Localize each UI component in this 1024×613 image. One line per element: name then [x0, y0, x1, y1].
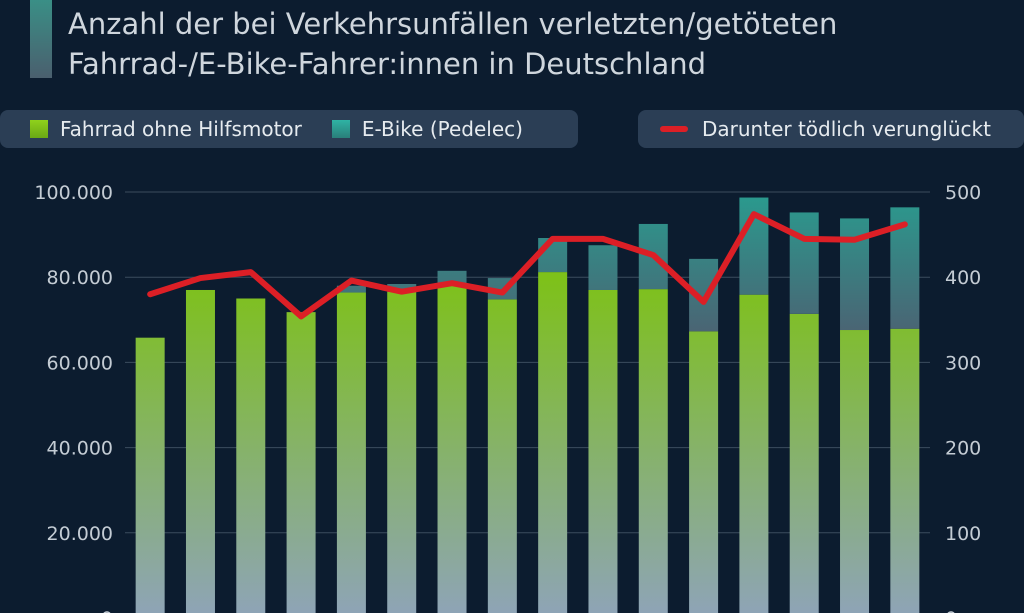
bar-ebike: [588, 245, 618, 290]
bar-bike: [387, 291, 417, 613]
bar-bike: [689, 331, 719, 613]
bar-ebike: [437, 270, 467, 284]
legend-label-bike: Fahrrad ohne Hilfsmotor: [60, 117, 302, 141]
bar-bike: [286, 312, 316, 613]
bar-bike: [135, 337, 165, 613]
y-tick-right: 0: [945, 608, 957, 613]
legend-item-bike: Fahrrad ohne Hilfsmotor: [30, 117, 302, 141]
y-tick-left: 60.000: [47, 352, 113, 374]
y-tick-left: 20.000: [47, 523, 113, 545]
y-tick-left: 40.000: [47, 438, 113, 460]
bar-bike: [739, 294, 769, 613]
bar-bike: [538, 272, 568, 613]
bars: [135, 197, 920, 613]
legend-bars: Fahrrad ohne Hilfsmotor E-Bike (Pedelec): [0, 110, 578, 148]
bar-bike: [638, 289, 668, 613]
y-tick-right: 100: [945, 523, 981, 545]
bar-bike: [890, 328, 920, 613]
chart-title-line-2: Fahrrad-/E-Bike-Fahrer:innen in Deutschl…: [68, 47, 707, 81]
y-tick-left: 80.000: [47, 267, 113, 289]
legend-label-fatal: Darunter tödlich verunglückt: [702, 117, 991, 141]
bar-bike: [185, 289, 215, 613]
y-tick-left: 0: [101, 608, 113, 613]
legend-swatch-ebike: [331, 120, 350, 138]
legend-item-fatal: Darunter tödlich verunglückt: [660, 117, 991, 141]
bar-ebike: [387, 284, 417, 292]
chart-title-line-1: Anzahl der bei Verkehrsunfällen verletzt…: [68, 7, 838, 41]
y-tick-right: 400: [945, 267, 981, 289]
bar-ebike: [789, 212, 819, 314]
bar-ebike: [538, 238, 568, 273]
y-tick-right: 200: [945, 438, 981, 460]
legend-swatch-fatal: [660, 126, 688, 132]
title-accent-bar: [30, 0, 52, 78]
chart-title: Anzahl der bei Verkehrsunfällen verletzt…: [68, 4, 1008, 84]
legend-line: Darunter tödlich verunglückt: [638, 110, 1024, 148]
bar-bike: [437, 283, 467, 613]
legend-item-ebike: E-Bike (Pedelec): [331, 117, 523, 141]
y-axis-right: 0 100 200 300 400 500: [945, 182, 981, 613]
bar-bike: [840, 330, 870, 613]
bar-bike: [789, 313, 819, 613]
fatal-line-layer: [147, 211, 908, 320]
bar-bike: [236, 298, 266, 613]
y-tick-left: 100.000: [34, 182, 113, 204]
y-tick-right: 500: [945, 182, 981, 204]
bar-bike: [588, 289, 618, 613]
y-tick-right: 300: [945, 352, 981, 374]
bar-bike: [487, 299, 517, 613]
y-axis-left: 0 20.000 40.000 60.000 80.000 100.000: [34, 182, 113, 613]
legend-swatch-bike: [30, 120, 48, 138]
bar-ebike: [336, 285, 366, 293]
bar-bike: [336, 292, 366, 613]
fatal-line: [147, 211, 908, 320]
legend-label-ebike: E-Bike (Pedelec): [361, 117, 523, 141]
